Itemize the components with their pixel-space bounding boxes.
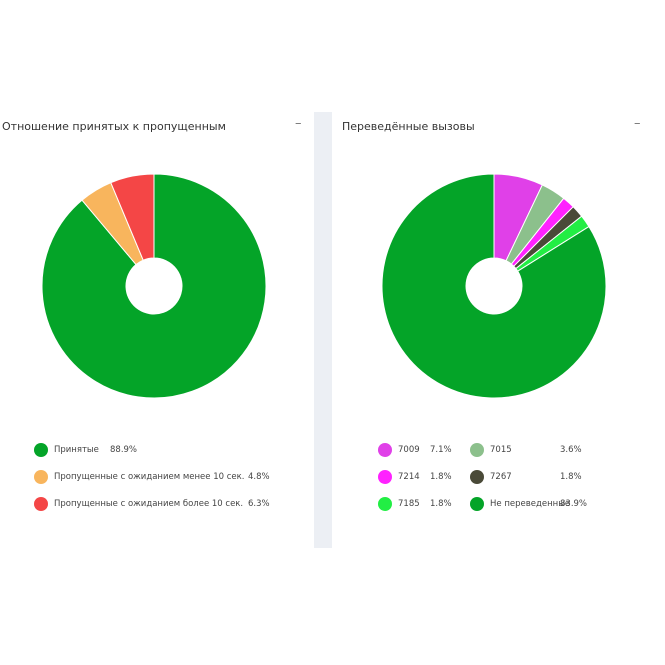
legend-item-7015[interactable]: 7015 3.6% (470, 442, 582, 458)
chart-title: Отношение принятых к пропущенным (2, 120, 226, 133)
legend-swatch (34, 443, 48, 457)
legend-label: 7185 (398, 499, 420, 509)
legend-label: 7009 (398, 445, 420, 455)
pie-chart (382, 174, 606, 398)
legend-swatch (378, 497, 392, 511)
pie-chart (42, 174, 266, 398)
legend-value: 6.3% (248, 499, 270, 509)
legend-item-7214[interactable]: 7214 1.8% (378, 469, 452, 485)
chart-title: Переведённые вызовы (342, 120, 475, 133)
legend-value: 1.8% (430, 499, 452, 509)
legend-value: 3.6% (560, 445, 582, 455)
legend-value: 7.1% (430, 445, 452, 455)
legend-swatch (470, 470, 484, 484)
legend-label: Пропущенные с ожиданием более 10 сек. (54, 499, 244, 509)
legend-swatch (34, 497, 48, 511)
legend-item-пропущенные-с-ожиданием-более-10-сек[interactable]: Пропущенные с ожиданием более 10 сек. 6.3… (34, 496, 270, 512)
legend-swatch (470, 443, 484, 457)
legend-value: 1.8% (560, 472, 582, 482)
chart-panel-transferred-calls: Переведённые вызовы – 7009 7.1% 7015 3.6% 72… (336, 112, 665, 552)
legend-label: 7267 (490, 472, 512, 482)
legend-swatch (470, 497, 484, 511)
legend-swatch (378, 443, 392, 457)
legend-item-принятые[interactable]: Принятые 88.9% (34, 442, 137, 458)
legend-value: 83.9% (560, 499, 588, 509)
legend-item-не-переведенные[interactable]: Не переведенные 83.9% (470, 496, 587, 512)
legend-swatch (378, 470, 392, 484)
legend-value: 1.8% (430, 472, 452, 482)
legend-item-7185[interactable]: 7185 1.8% (378, 496, 452, 512)
legend-value: 88.9% (110, 445, 138, 455)
legend-item-7009[interactable]: 7009 7.1% (378, 442, 452, 458)
collapse-button[interactable]: – (634, 116, 641, 131)
legend-item-пропущенные-с-ожиданием-менее-10-сек[interactable]: Пропущенные с ожиданием менее 10 сек. 4.8… (34, 469, 270, 485)
legend-label: Принятые (54, 445, 99, 455)
legend-item-7267[interactable]: 7267 1.8% (470, 469, 582, 485)
legend-value: 4.8% (248, 472, 270, 482)
pie-slice-не-переведенные[interactable] (382, 174, 606, 398)
pie-slice-принятые[interactable] (42, 174, 266, 398)
chart-panel-accepted-missed: Отношение принятых к пропущенным – Приня… (0, 112, 310, 552)
collapse-button[interactable]: – (295, 116, 302, 131)
legend-label: 7015 (490, 445, 512, 455)
pie-slice-пропущенные-с-ожиданием-более-10-сек[interactable] (110, 174, 155, 261)
legend-label: Пропущенные с ожиданием менее 10 сек. (54, 472, 245, 482)
legend-label: Не переведенные (490, 499, 571, 509)
legend-swatch (34, 470, 48, 484)
panel-divider (314, 112, 332, 548)
legend-label: 7214 (398, 472, 420, 482)
